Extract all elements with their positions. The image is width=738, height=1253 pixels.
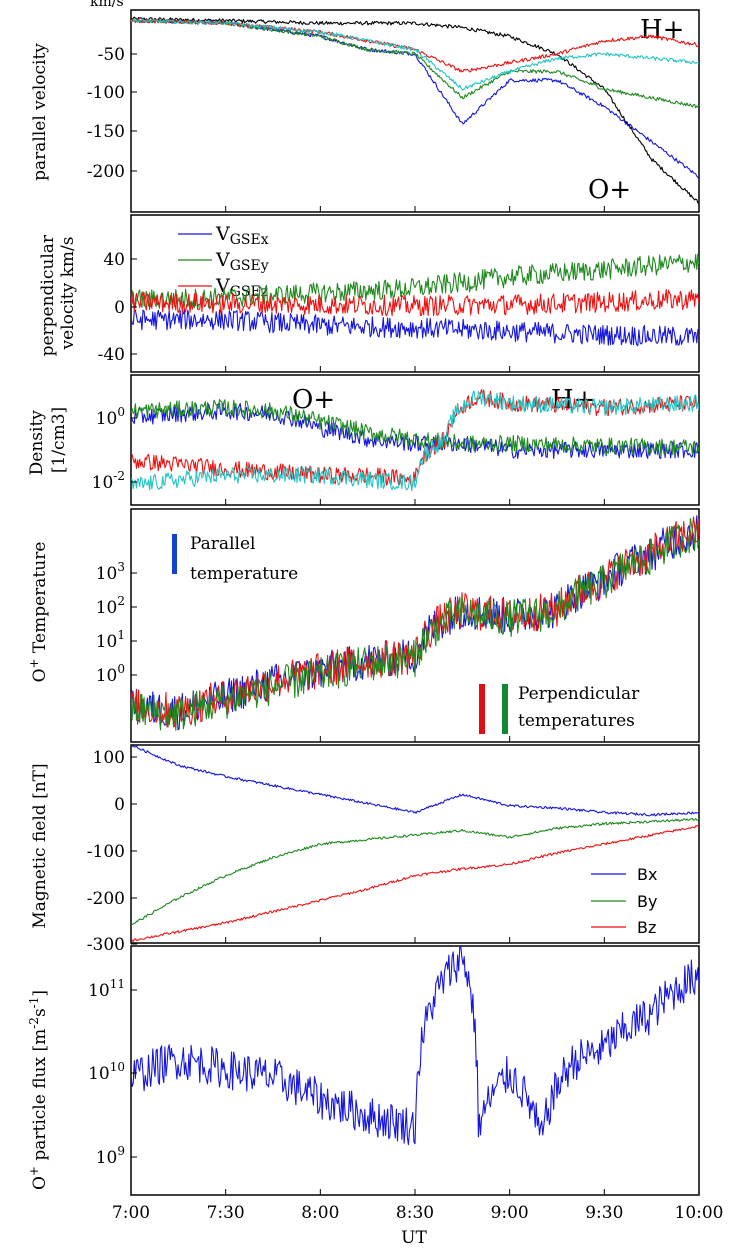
legend-label-bx: Bx [637, 865, 657, 884]
y-tick-label: 102 [96, 594, 125, 618]
series-line-blue [131, 308, 699, 347]
series-line-green [131, 253, 699, 311]
y-tick-label: 103 [96, 560, 125, 584]
series-line-red [131, 18, 699, 73]
perpendicular-temperature-marker-red [479, 684, 485, 734]
parallel-temperature-label: Parallel temperature [190, 534, 298, 584]
magnetic-field-panel: Magnetic field [nT] Bx By Bz 100 0 -100 -20… [30, 744, 700, 955]
oxygen-temperature-panel: O+ Temperature Parallel temperature Perp… [27, 508, 700, 743]
legend-label-bz: Bz [637, 918, 656, 937]
y-tick-label: 0 [114, 795, 125, 815]
magnetic-field-legend: Bx By Bz [591, 865, 657, 937]
y-tick-label: 10-2 [92, 469, 125, 493]
series-line-red [131, 824, 699, 943]
panel-frame [130, 945, 700, 1196]
y-tick-label: 109 [96, 1144, 125, 1168]
velocity-legend: VGSEx VGSEy VGSEz [178, 223, 269, 300]
parallel-velocity-ylabel: parallel velocity [30, 43, 50, 181]
y-tick-label: -200 [87, 889, 125, 909]
oxygen-particle-flux-panel: O+ particle flux [m-2s-1] 1011 1010 109 [27, 945, 700, 1196]
x-tick-label: 7:30 [207, 1203, 245, 1223]
x-tick-label: 9:30 [585, 1203, 623, 1223]
density-ylabel: Density [1/cm3] [27, 405, 69, 476]
y-tick-label: -200 [87, 162, 125, 182]
y-tick-label: 100 [96, 405, 125, 429]
y-tick-label: 1011 [88, 977, 125, 1001]
x-tick-label: 7:00 [112, 1203, 150, 1223]
series-line-green [131, 817, 699, 926]
perpendicular-velocity-panel: perpendicular velocity km/s VGSEx VGSEy … [38, 214, 700, 373]
series-line-green [131, 18, 699, 109]
y-tick-label: 100 [96, 662, 125, 686]
series-line-blue [131, 18, 699, 179]
y-tick-label: -150 [87, 122, 125, 142]
legend-label-by: By [637, 892, 657, 911]
magnetic-field-ylabel: Magnetic field [nT] [30, 763, 50, 928]
y-tick-label: 40 [103, 250, 125, 270]
y-tick-label: -100 [87, 83, 125, 103]
x-tick-label: 10:00 [675, 1203, 724, 1223]
series-line-blue [131, 745, 699, 817]
legend-label-vgsey: VGSEy [215, 249, 269, 274]
annotation-o-plus: O+ [588, 175, 631, 205]
y-tick-label: -50 [98, 45, 125, 65]
x-tick-label: 8:30 [396, 1203, 434, 1223]
perpendicular-temperature-marker-green [502, 684, 508, 734]
series-line-red [131, 289, 699, 317]
annotation-h-plus: H+ [640, 15, 684, 45]
series-line-cyan [131, 18, 699, 91]
perpendicular-velocity-ylabel: perpendicular velocity km/s [38, 230, 78, 357]
y-tick-label: 101 [96, 628, 125, 652]
x-tick-label: 8:00 [301, 1203, 339, 1223]
parallel-velocity-panel: km/s parallel velocity H+ O+ -50 -100 -150… [30, 0, 700, 213]
legend-label-vgsex: VGSEx [215, 223, 269, 248]
series-line-green [131, 399, 699, 456]
perpendicular-temperature-label: Perpendicular temperatures [518, 684, 645, 731]
y-tick-label: -40 [98, 345, 125, 365]
oxygen-temperature-ylabel: O+ Temperature [27, 542, 50, 683]
y-tick-label: -300 [87, 935, 125, 955]
x-axis-label: UT [401, 1228, 427, 1248]
annotation-o-plus-density: O+ [292, 385, 335, 415]
y-tick-label: -100 [87, 842, 125, 862]
oxygen-particle-flux-ylabel: O+ particle flux [m-2s-1] [27, 990, 50, 1190]
parallel-temperature-marker [172, 534, 177, 574]
x-axis: UT 7:00 7:30 8:00 8:30 9:00 9:30 10:00 [112, 1203, 724, 1248]
series-line-cyan [131, 390, 699, 491]
parallel-velocity-unit: km/s [90, 0, 124, 10]
y-tick-label: 1010 [88, 1060, 125, 1084]
y-tick-label: 0 [114, 298, 125, 318]
y-tick-label: 100 [93, 748, 125, 768]
series-line-blue [131, 946, 699, 1146]
series-line-green [131, 517, 699, 731]
x-tick-label: 9:00 [491, 1203, 529, 1223]
